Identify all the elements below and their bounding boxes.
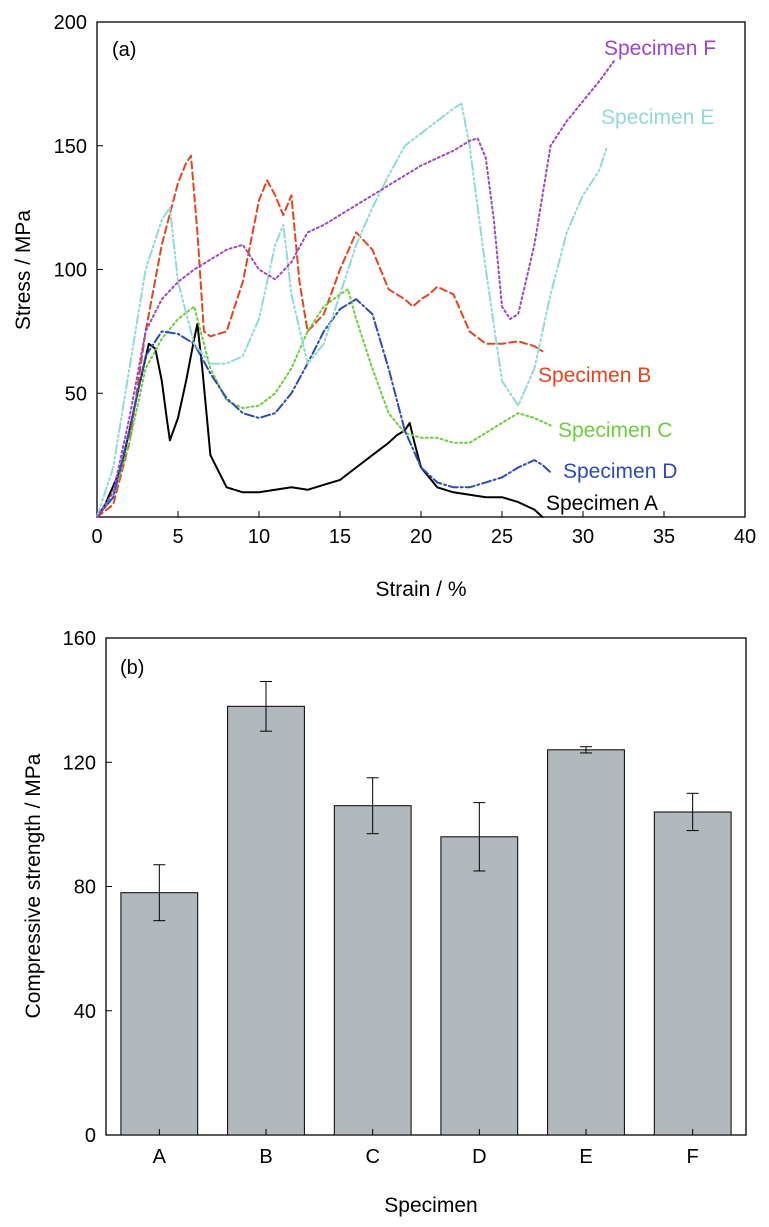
panel-a-x-tick-label: 35	[653, 526, 675, 548]
panel-a-y-tick-label: 100	[54, 260, 87, 282]
bar-b	[227, 705, 305, 1136]
panel-b-x-tick-label: F	[687, 1146, 699, 1168]
panel-b-y-tick-label: 80	[74, 877, 96, 899]
panel-a-x-tick-label: 0	[91, 526, 102, 548]
panel-b-x-axis-label: Specimen	[384, 1194, 477, 1217]
series-line-specimen-b	[96, 154, 544, 518]
panel-a-x-tick-label: 10	[248, 526, 270, 548]
panel-a-y-tick-label: 50	[65, 383, 87, 405]
panel-a-y-tick-label: 150	[54, 136, 87, 158]
panel-b-bars	[120, 680, 732, 1136]
panel-a-plot-frame	[96, 21, 746, 518]
bar-f	[653, 811, 732, 1136]
series-label-specimen-a: Specimen A	[546, 492, 658, 515]
panel-b-x-tick-label: E	[579, 1146, 592, 1168]
panel-b-x-ticks: A B C D E F	[153, 1129, 699, 1168]
panel-b-chart: 0 40 80 120 160 A B C D E F (b) Specimen Compress…	[22, 628, 747, 1217]
panel-a-x-tick-label: 5	[172, 526, 183, 548]
panel-a-x-tick-label: 40	[734, 526, 756, 548]
panel-b-plot-frame	[105, 637, 747, 1136]
panel-b-label: (b)	[120, 657, 144, 679]
panel-b-x-tick-label: A	[153, 1146, 167, 1168]
panel-a-y-axis-label: Stress / MPa	[12, 210, 35, 331]
bar-e	[547, 749, 625, 1136]
panel-a-chart: 50 100 150 200 0 5 10 15 20 25 30 35 40 (a) Strain …	[12, 12, 756, 601]
series-label-specimen-c: Specimen C	[558, 419, 672, 442]
series-line-specimen-e	[96, 102, 609, 518]
series-label-specimen-d: Specimen D	[563, 460, 677, 483]
series-line-specimen-c	[96, 288, 552, 518]
panel-b-x-tick-label: D	[472, 1146, 486, 1168]
panel-b-y-tick-label: 120	[63, 752, 96, 774]
panel-a-label: (a)	[112, 39, 136, 61]
panel-b-y-axis-label: Compressive strength / MPa	[22, 753, 45, 1018]
panel-a-x-tick-label: 20	[410, 526, 432, 548]
series-label-specimen-b: Specimen B	[538, 364, 651, 387]
series-label-specimen-f: Specimen F	[604, 37, 716, 60]
panel-a-series-lines	[96, 58, 617, 518]
series-label-specimen-e: Specimen E	[601, 106, 714, 129]
panel-a-x-axis-label: Strain / %	[375, 578, 466, 601]
bar-c	[333, 805, 412, 1136]
panel-b-x-tick-label: C	[365, 1146, 379, 1168]
panel-b-y-tick-label: 160	[63, 628, 96, 650]
panel-a-x-tick-label: 15	[329, 526, 351, 548]
series-line-specimen-a	[96, 322, 544, 518]
bar-a	[120, 892, 199, 1136]
series-line-specimen-f	[96, 58, 617, 518]
panel-a-y-tick-label: 200	[54, 12, 87, 34]
bar-d	[440, 836, 519, 1136]
panel-a-x-tick-label: 25	[491, 526, 513, 548]
panel-b-y-ticks: 0 40 80 120 160	[63, 628, 112, 1147]
panel-b-x-tick-label: B	[259, 1146, 272, 1168]
panel-a-y-ticks: 50 100 150 200	[54, 12, 103, 405]
panel-b-y-tick-label: 40	[74, 1001, 96, 1023]
panel-b-y-tick-label: 0	[85, 1125, 96, 1147]
panel-a-x-tick-label: 30	[572, 526, 594, 548]
panel-a-x-ticks: 0 5 10 15 20 25 30 35 40	[91, 511, 756, 548]
